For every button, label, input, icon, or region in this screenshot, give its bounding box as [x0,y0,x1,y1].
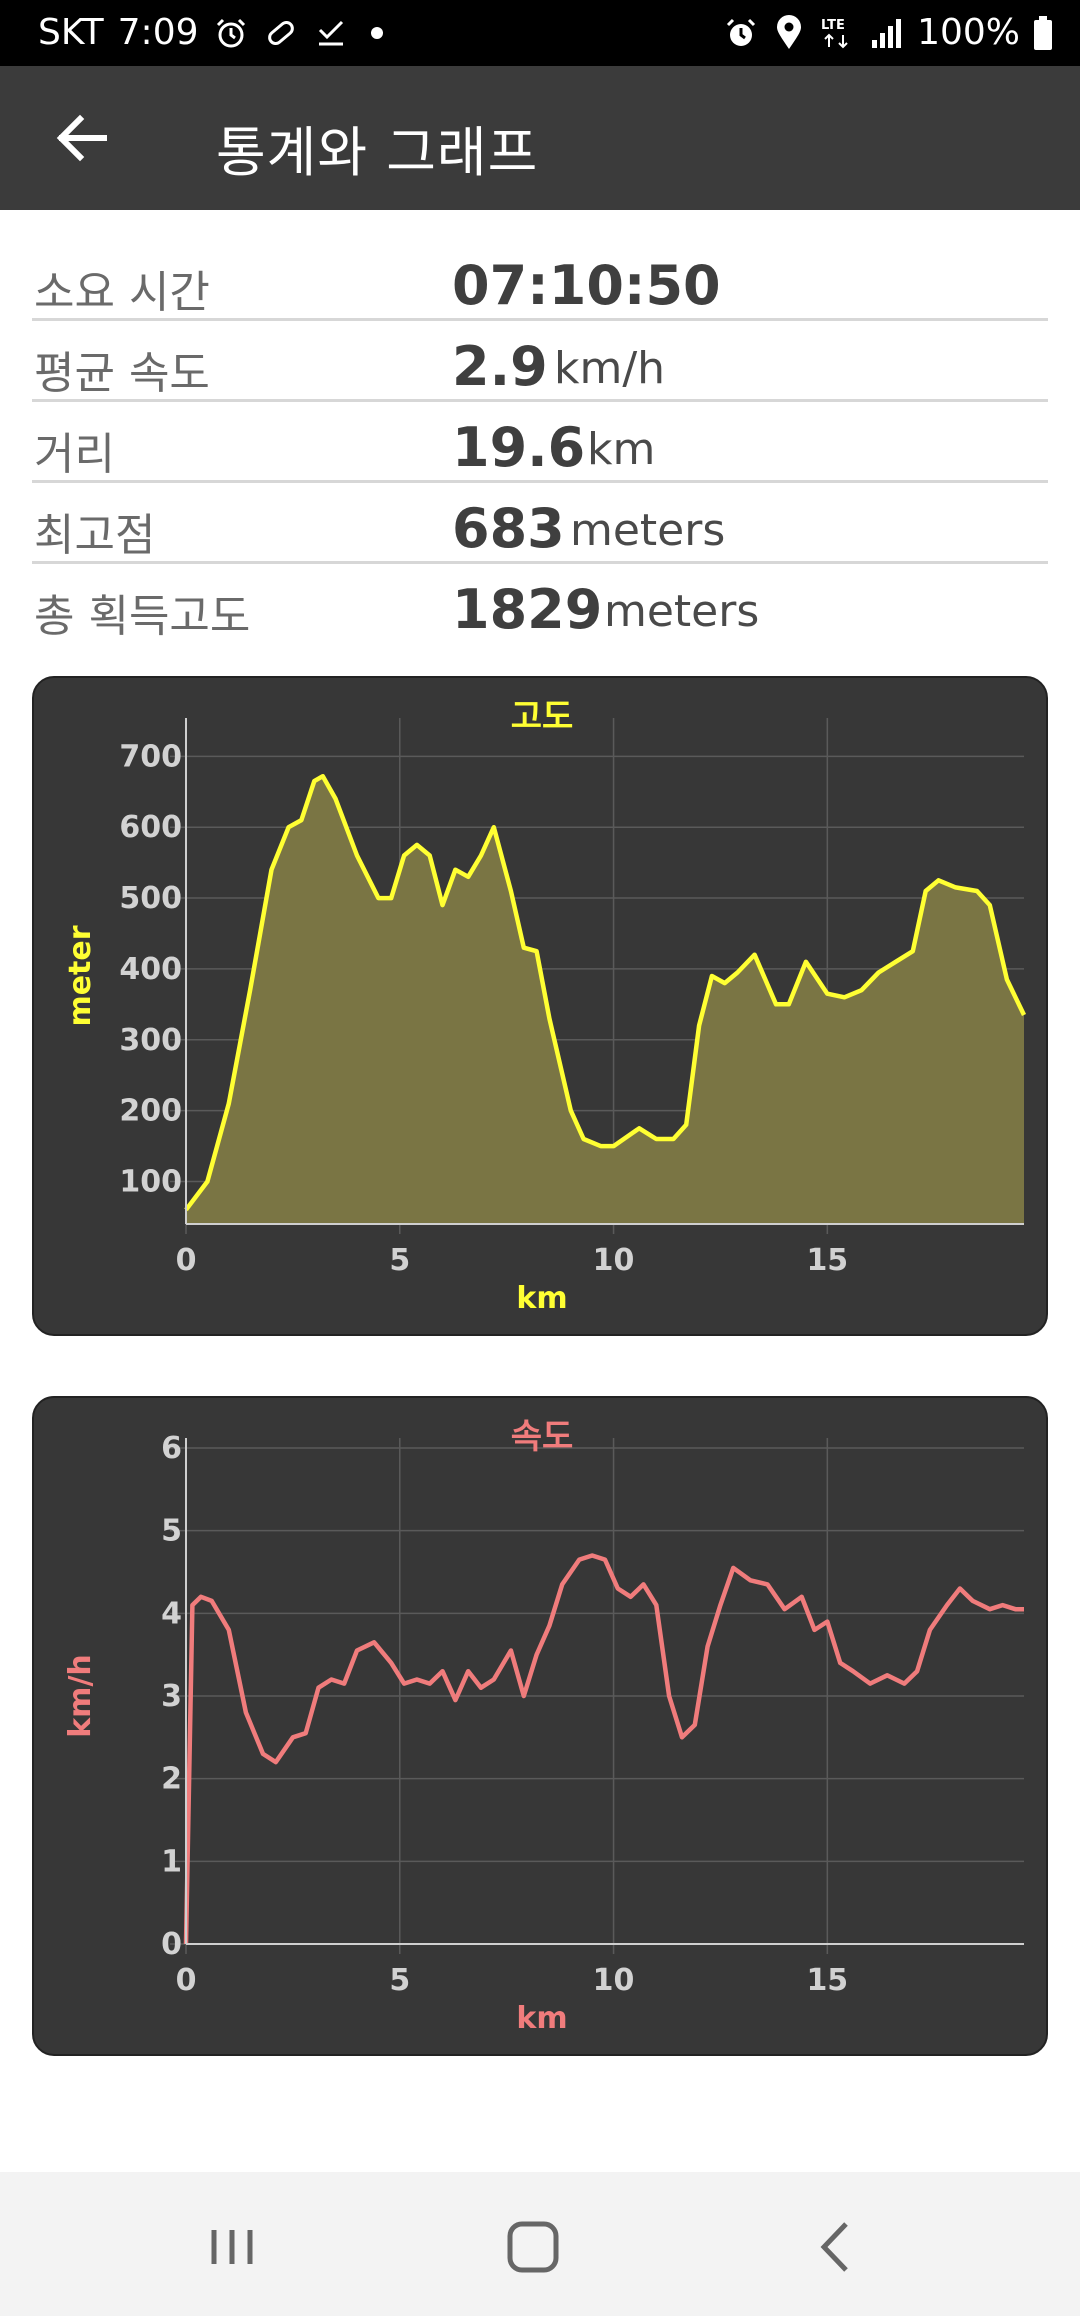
stat-row-distance: 거리 19.6 km [32,402,1048,483]
recent-apps-button[interactable] [197,2212,267,2282]
y-tick-label: 2 [161,1762,182,1797]
stat-label: 소요 시간 [34,267,210,318]
back-nav-button[interactable] [802,2212,872,2282]
x-tick-label: 15 [806,1243,848,1278]
x-tick-label: 15 [806,1963,848,1998]
y-axis-title: km/h [63,1654,98,1738]
battery-icon [1032,13,1054,53]
speed-chart-card: 0 1 2 3 4 5 6 0 5 10 15 속도 km km/h [32,1396,1048,2056]
stat-value: 2.9 [452,335,548,398]
stat-label: 거리 [34,429,115,480]
pill-icon [263,13,299,53]
stat-unit: meters [570,505,726,556]
home-button[interactable] [498,2212,568,2282]
status-right: LTE 100% [723,12,1054,53]
stat-value: 19.6 [452,416,586,479]
y-tick-label: 300 [119,1023,182,1058]
stat-row-avg-speed: 평균 속도 2.9 km/h [32,321,1048,402]
y-tick-label: 3 [161,1679,182,1714]
y-tick-label: 600 [119,810,182,845]
speed-chart: 0 1 2 3 4 5 6 0 5 10 15 속도 km km/h [63,1417,1024,2036]
alarm-icon [213,13,249,53]
stat-label: 총 획득고도 [34,591,251,642]
location-icon [771,13,807,53]
stat-label: 최고점 [34,510,156,561]
x-tick-label: 5 [389,1243,410,1278]
status-left: SKT 7:09 [38,12,383,53]
y-tick-label: 700 [119,739,182,774]
stat-value: 07:10:50 [452,254,721,317]
chart-title: 고도 [511,697,574,737]
stat-unit: km [587,424,656,475]
y-tick-label: 1 [161,1844,182,1879]
series-area [186,776,1024,1224]
y-axis-title: meter [63,925,98,1026]
check-icon [313,13,349,53]
y-tick-label: 500 [119,881,182,916]
y-tick-label: 400 [119,952,182,987]
status-bar: SKT 7:09 LTE 100% [0,0,1080,66]
stat-unit: meters [604,586,760,637]
y-tick-label: 6 [161,1431,182,1466]
elevation-chart-card: 100 200 300 400 500 600 700 0 5 10 15 고도 km meter [32,676,1048,1336]
stat-label: 평균 속도 [34,348,210,399]
signal-icon [869,13,905,53]
chevron-left-icon [820,2222,848,2272]
y-tick-label: 0 [161,1927,182,1962]
x-tick-label: 0 [176,1243,197,1278]
back-button[interactable] [50,106,114,170]
x-axis-title: km [516,2001,567,2036]
stat-row-max-elevation: 최고점 683 meters [32,483,1048,564]
page-title: 통계와 그래프 [216,121,539,184]
app-bar: 통계와 그래프 [0,66,1080,210]
stat-value: 683 [452,497,565,560]
home-icon [507,2221,559,2273]
stat-unit: km/h [554,343,666,394]
chart-title: 속도 [511,1417,574,1457]
stat-value: 1829 [452,578,603,641]
carrier-label: SKT [38,12,104,53]
elevation-chart: 100 200 300 400 500 600 700 0 5 10 15 고도 km meter [63,697,1027,1316]
svg-text:LTE: LTE [821,18,845,33]
x-tick-label: 5 [389,1963,410,1998]
x-axis-title: km [516,1281,567,1316]
stats-list: 소요 시간 07:10:50 평균 속도 2.9 km/h 거리 19.6 km… [32,240,1048,645]
x-tick-label: 10 [593,1963,635,1998]
x-tick-label: 0 [176,1963,197,1998]
navigation-bar [0,2172,1080,2316]
stat-row-duration: 소요 시간 07:10:50 [32,240,1048,321]
alarm-icon [723,13,759,53]
y-tick-label: 5 [161,1514,182,1549]
arrow-left-icon [56,114,107,162]
y-tick-label: 4 [161,1596,182,1631]
series-line [184,773,1027,1212]
dot-icon [370,26,383,39]
x-tick-label: 10 [593,1243,635,1278]
lte-icon: LTE [819,13,857,53]
stat-row-total-ascent: 총 획득고도 1829 meters [32,564,1048,645]
series-line [183,1553,1024,1945]
battery-percent: 100% [917,12,1020,53]
recent-apps-icon [211,2230,253,2264]
y-tick-label: 100 [119,1164,182,1199]
clock-time: 7:09 [117,12,199,53]
y-tick-label: 200 [119,1094,182,1129]
